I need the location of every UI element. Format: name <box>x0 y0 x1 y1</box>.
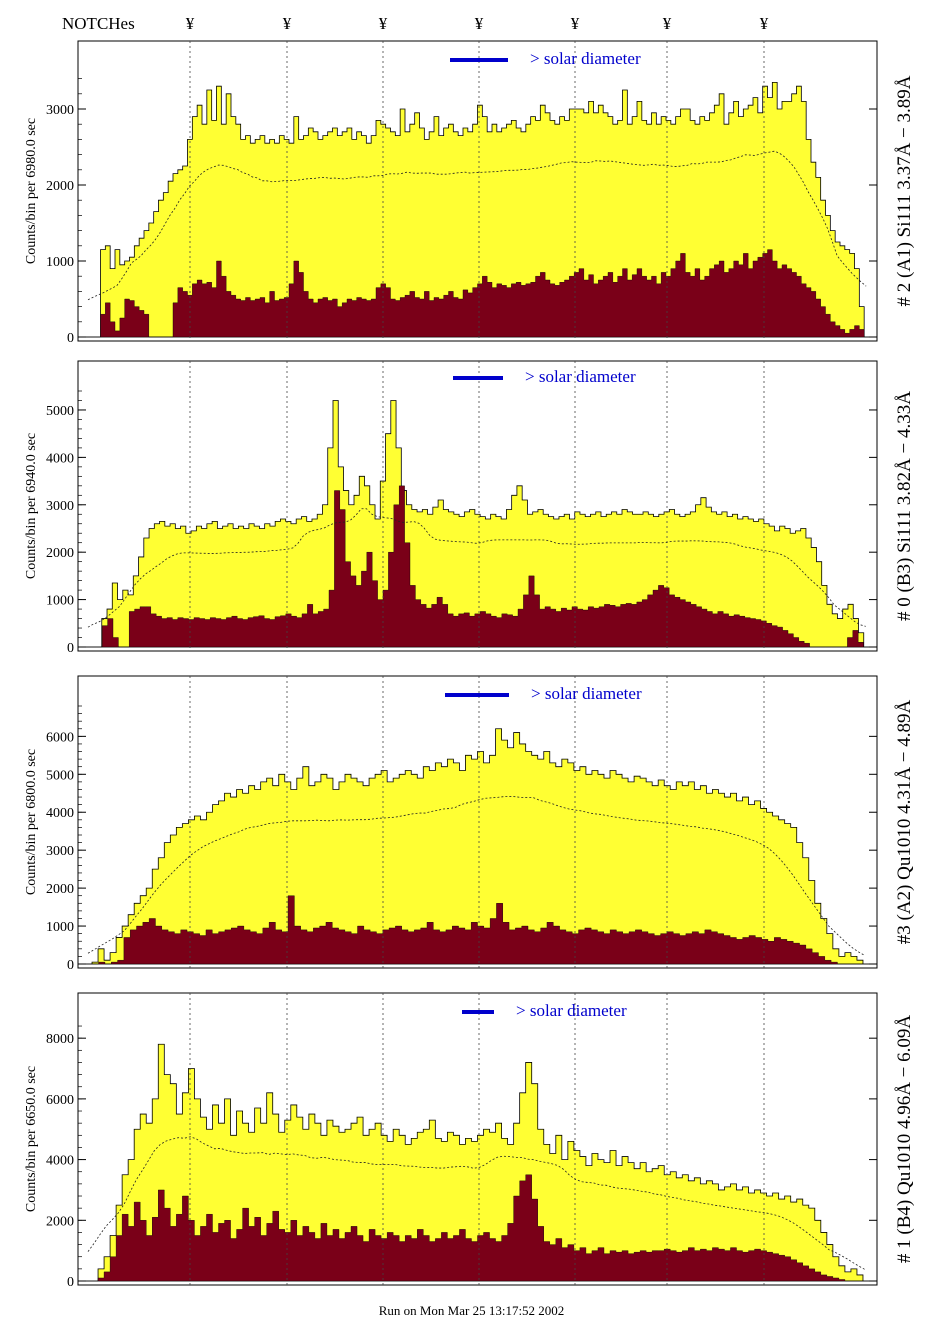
notch-title: NOTCHes <box>62 14 135 33</box>
y-axis-label: Counts/bin per 6940.0 sec <box>24 433 39 579</box>
model-curve <box>87 1136 866 1270</box>
solar-diameter-bar <box>450 58 508 62</box>
ytick-label: 0 <box>67 641 74 656</box>
ytick-label: 2000 <box>46 1214 74 1229</box>
ytick-label: 2000 <box>46 882 74 897</box>
ytick-label: 3000 <box>46 103 74 118</box>
series-upper-area <box>86 1043 869 1282</box>
ytick-label: 6000 <box>46 1093 74 1108</box>
ytick-label: 0 <box>67 1275 74 1290</box>
detector-side-label: # 2 (A1) Si111 3.37Å − 3.89Å <box>894 75 915 306</box>
panel-a1-si111: 0 1000 2000 3000 Counts/bin per 6980.0 sec # … <box>24 40 915 346</box>
ytick-label: 5000 <box>46 768 74 783</box>
series-lower-area <box>86 1174 869 1282</box>
ytick-label: 1000 <box>46 255 74 270</box>
solar-diameter-bar <box>462 1010 494 1014</box>
notch-mark: ¥ <box>759 14 769 33</box>
notch-mark: ¥ <box>570 14 580 33</box>
ytick-label: 1000 <box>46 594 74 609</box>
ytick-label: 0 <box>67 958 74 973</box>
notch-mark: ¥ <box>185 14 195 33</box>
series-lower-area <box>86 485 869 648</box>
notch-mark: ¥ <box>282 14 292 33</box>
solar-diameter-legend: > solar diameter <box>525 367 636 386</box>
solar-diameter-legend: > solar diameter <box>530 49 641 68</box>
ytick-label: 2000 <box>46 546 74 561</box>
ytick-label: 3000 <box>46 844 74 859</box>
series-lower-area <box>86 249 869 338</box>
y-axis-label: Counts/bin per 6980.0 sec <box>24 118 39 264</box>
series-upper-area <box>86 400 869 648</box>
panel-b3-si111: 0 1000 2000 3000 4000 5000 Counts/bin per 6940… <box>24 360 915 656</box>
ytick-label: 5000 <box>46 404 74 419</box>
solar-diameter-legend: > solar diameter <box>531 684 642 703</box>
solar-diameter-bar <box>453 376 503 380</box>
notch-mark: ¥ <box>662 14 672 33</box>
ytick-label: 1000 <box>46 920 74 935</box>
y-axis-label: Counts/bin per 6650.0 sec <box>24 1066 39 1212</box>
model-curve <box>87 150 867 301</box>
solar-diameter-bar <box>445 693 509 697</box>
ytick-label: 4000 <box>46 1154 74 1169</box>
model-curve <box>87 508 866 628</box>
notch-row: NOTCHes ¥ ¥ ¥ ¥ ¥ ¥ ¥ <box>0 0 943 45</box>
detector-side-label: #3 (A2) Qu1010 4.31Å − 4.89Å <box>894 699 915 944</box>
solar-diameter-legend: > solar diameter <box>516 1001 627 1020</box>
ytick-label: 0 <box>67 331 74 346</box>
y-axis-label: Counts/bin per 6800.0 sec <box>24 749 39 895</box>
notch-mark: ¥ <box>474 14 484 33</box>
series-lower-area <box>86 895 869 965</box>
series-upper-area <box>86 728 869 965</box>
run-timestamp: Run on Mon Mar 25 13:17:52 2002 <box>378 1303 565 1318</box>
ytick-label: 4000 <box>46 451 74 466</box>
detector-side-label: # 1 (B4) Qu1010 4.96Å − 6.09Å <box>894 1015 915 1263</box>
detector-side-label: # 0 (B3) Si111 3.82Å − 4.33Å <box>894 391 915 621</box>
ytick-label: 8000 <box>46 1032 74 1047</box>
notch-mark: ¥ <box>378 14 388 33</box>
ytick-label: 2000 <box>46 179 74 194</box>
ytick-label: 3000 <box>46 499 74 514</box>
panel-b4-qu1010: 0 2000 4000 6000 8000 Counts/bin per 6650.0 s… <box>24 992 915 1290</box>
ytick-label: 4000 <box>46 806 74 821</box>
panel-a2-qu1010: 0 1000 2000 3000 4000 5000 6000 Counts/bin per … <box>24 675 915 973</box>
ytick-label: 6000 <box>46 730 74 745</box>
